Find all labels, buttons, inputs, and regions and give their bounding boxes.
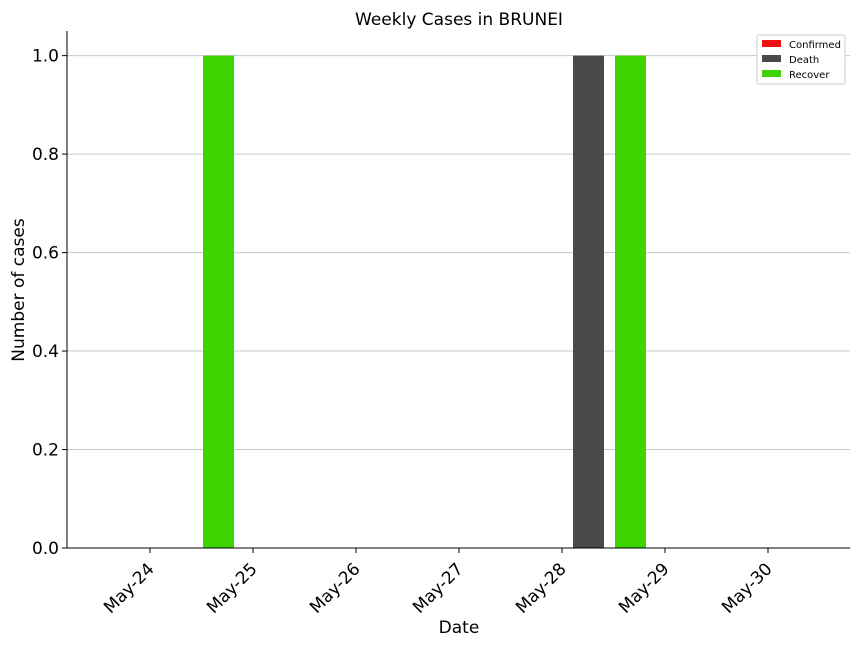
legend: Confirmed Death Recover [756,34,846,85]
y-tick-label: 0.4 [32,342,59,362]
y-axis-title: Number of cases [9,218,29,362]
y-tick-label: 0.8 [32,145,59,165]
gridlines [67,55,850,451]
legend-label-confirmed: Confirmed [789,40,841,51]
y-ticks: 0.0 0.2 0.4 0.6 0.8 1.0 [32,47,67,559]
bar-recover-may-29 [615,55,646,548]
legend-label-death: Death [789,55,819,66]
y-tick-label: 0.0 [32,539,59,559]
bar-death-may-28 [573,55,604,548]
bars [203,55,646,548]
chart-title: Weekly Cases in BRUNEI [355,10,563,30]
y-tick-label: 0.6 [32,244,59,264]
bar-recover-may-25 [203,55,234,548]
legend-swatch-confirmed [762,40,781,47]
legend-swatch-recover [762,70,781,77]
legend-swatch-death [762,55,781,62]
y-tick-label: 1.0 [32,47,59,67]
y-tick-label: 0.2 [32,441,59,461]
legend-label-recover: Recover [789,70,830,81]
x-axis-title: Date [439,618,480,638]
